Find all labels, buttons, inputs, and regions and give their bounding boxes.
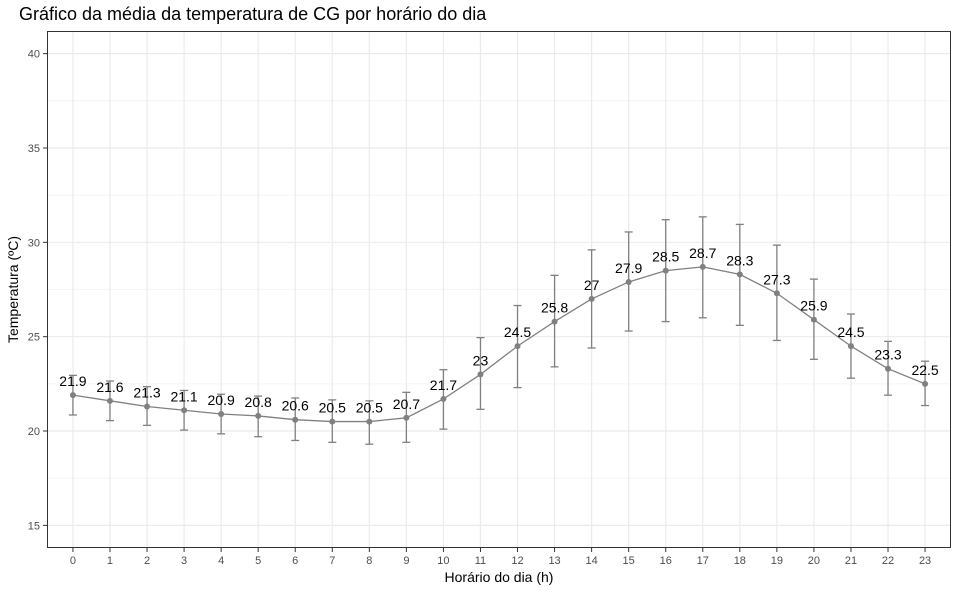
data-point xyxy=(885,365,892,372)
data-label: 23.3 xyxy=(874,347,901,363)
data-label: 21.7 xyxy=(430,377,457,393)
x-tick-label: 19 xyxy=(771,555,783,567)
data-point xyxy=(181,407,188,414)
x-tick-label: 7 xyxy=(329,555,335,567)
data-point xyxy=(810,316,817,323)
y-tick-label: 15 xyxy=(28,520,40,532)
x-tick-label: 5 xyxy=(255,555,261,567)
data-label: 21.6 xyxy=(96,379,123,395)
x-tick-label: 17 xyxy=(697,555,709,567)
data-label: 20.5 xyxy=(356,400,383,416)
data-label: 20.9 xyxy=(208,392,235,408)
y-tick-label: 20 xyxy=(28,426,40,438)
data-point xyxy=(255,412,262,419)
data-label: 20.5 xyxy=(319,400,346,416)
data-label: 20.7 xyxy=(393,396,420,412)
data-label: 22.5 xyxy=(911,362,938,378)
data-point xyxy=(662,267,669,274)
x-tick-label: 3 xyxy=(181,555,187,567)
y-axis-title: Temperatura (ºC) xyxy=(5,236,21,343)
data-label: 21.1 xyxy=(170,388,197,404)
data-point xyxy=(366,418,373,425)
data-point xyxy=(773,290,780,297)
data-point xyxy=(403,414,410,421)
data-point xyxy=(922,380,929,387)
data-point xyxy=(292,416,299,423)
x-tick-label: 11 xyxy=(475,555,486,567)
data-labels: 21.9 21.6 21.3 21.1 20.9 20.8 20.6 20.5 20.5 20.7… xyxy=(59,245,939,416)
y-tick-label: 40 xyxy=(28,49,40,61)
x-tick-label: 15 xyxy=(623,555,635,567)
data-label: 28.3 xyxy=(726,252,753,268)
data-point xyxy=(625,278,632,285)
x-tick-label: 16 xyxy=(660,555,672,567)
x-tick-label: 1 xyxy=(107,555,113,567)
x-tick-label: 8 xyxy=(366,555,372,567)
x-tick-label: 0 xyxy=(70,555,76,567)
data-label: 27.9 xyxy=(615,260,642,276)
x-tick-label: 13 xyxy=(548,555,560,567)
data-label: 21.9 xyxy=(59,373,86,389)
y-tick-label: 30 xyxy=(28,237,40,249)
data-label: 24.5 xyxy=(837,324,864,340)
grid-lines xyxy=(47,31,951,548)
data-label: 21.3 xyxy=(133,384,160,400)
x-tick-label: 18 xyxy=(734,555,746,567)
x-tick-label: 12 xyxy=(511,555,523,567)
data-point xyxy=(329,418,336,425)
x-tick-label: 10 xyxy=(437,555,449,567)
x-tick-label: 9 xyxy=(403,555,409,567)
x-tick-label: 14 xyxy=(585,555,597,567)
x-tick-label: 6 xyxy=(292,555,298,567)
data-point xyxy=(106,397,113,404)
data-label: 28.7 xyxy=(689,245,716,261)
data-point xyxy=(847,343,854,350)
data-point xyxy=(144,403,151,410)
data-point xyxy=(588,295,595,302)
data-point xyxy=(514,343,521,350)
data-label: 27.3 xyxy=(763,271,790,287)
x-tick-label: 4 xyxy=(218,555,224,567)
data-point xyxy=(736,271,743,278)
data-label: 20.8 xyxy=(245,394,272,410)
data-point xyxy=(440,395,447,402)
data-label: 20.6 xyxy=(282,398,309,414)
plot-border xyxy=(47,31,951,548)
data-point xyxy=(477,371,484,378)
data-point xyxy=(218,411,225,418)
y-tick-label: 35 xyxy=(28,143,40,155)
x-tick-label: 21 xyxy=(845,555,857,567)
x-tick-label: 2 xyxy=(144,555,150,567)
data-label: 25.8 xyxy=(541,300,568,316)
data-point xyxy=(69,392,76,399)
data-label: 28.5 xyxy=(652,249,679,265)
x-tick-label: 22 xyxy=(882,555,894,567)
x-tick-label: 23 xyxy=(919,555,931,567)
series-layer xyxy=(68,216,930,445)
x-tick-label: 20 xyxy=(808,555,820,567)
data-point xyxy=(699,263,706,270)
data-point xyxy=(551,318,558,325)
data-label: 23 xyxy=(473,352,489,368)
x-axis-title: Horário do dia (h) xyxy=(445,569,554,585)
data-label: 25.9 xyxy=(800,298,827,314)
data-label: 24.5 xyxy=(504,324,531,340)
y-tick-label: 25 xyxy=(28,332,40,344)
series-line xyxy=(72,266,926,423)
chart-title: Gráfico da média da temperatura de CG po… xyxy=(19,4,487,24)
data-label: 27 xyxy=(584,277,600,293)
